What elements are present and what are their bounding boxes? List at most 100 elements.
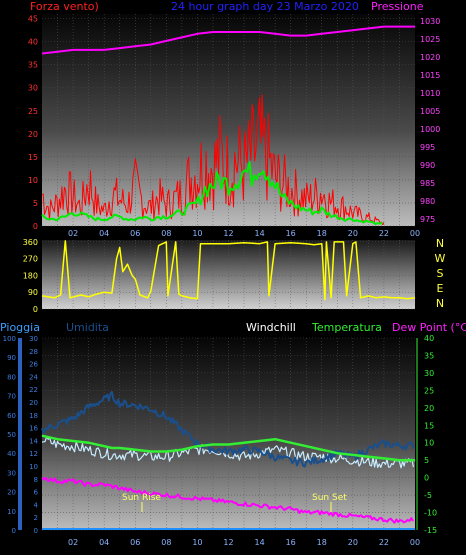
compass-label: N bbox=[436, 297, 444, 310]
humidity-axis-tick: 22 bbox=[29, 386, 38, 394]
wind-average-series bbox=[41, 161, 383, 225]
rain-axis-tick: 60 bbox=[7, 412, 16, 420]
x-tick-label: 16 bbox=[286, 229, 296, 238]
x-tick-label: 18 bbox=[317, 538, 327, 547]
x-tick-label: 08 bbox=[161, 538, 171, 547]
direction-axis-tick: 360 bbox=[23, 238, 38, 247]
rain-axis-tick: 70 bbox=[7, 393, 16, 401]
legend-umidita: Umidita bbox=[66, 321, 109, 334]
x-tick-label: 04 bbox=[99, 538, 109, 547]
rain-axis-tick: 30 bbox=[7, 469, 16, 477]
pressure-axis-tick: 975 bbox=[420, 215, 435, 224]
humidity-axis-tick: 14 bbox=[29, 437, 38, 445]
x-tick-label: 06 bbox=[130, 538, 140, 547]
x-tick-label: 10 bbox=[192, 229, 202, 238]
direction-axis-tick: 90 bbox=[28, 288, 38, 297]
temperature-axis-tick: -10 bbox=[424, 509, 437, 518]
temperature-axis-tick: 30 bbox=[424, 369, 434, 378]
pressure-series bbox=[41, 25, 415, 55]
x-tick-label: 12 bbox=[223, 538, 233, 547]
x-tick-label: 16 bbox=[286, 538, 296, 547]
rain-axis-tick: 40 bbox=[7, 450, 16, 458]
temperature-axis-tick: 20 bbox=[424, 404, 434, 413]
wind-axis-tick: 35 bbox=[28, 61, 38, 70]
x-tick-label: 18 bbox=[317, 229, 327, 238]
x-tick-label: 08 bbox=[161, 229, 171, 238]
x-tick-label: 12 bbox=[223, 229, 233, 238]
wind-gust-series bbox=[41, 94, 385, 226]
sun-set-label: Sun Set bbox=[312, 493, 347, 503]
x-tick-label: 00 bbox=[410, 538, 420, 547]
rain-axis-tick: 80 bbox=[7, 373, 16, 381]
temperature-axis-tick: 25 bbox=[424, 386, 434, 395]
pressure-axis-tick: 1015 bbox=[420, 71, 440, 80]
direction-axis-tick: 270 bbox=[23, 255, 38, 264]
humidity-axis-tick: 26 bbox=[29, 361, 38, 369]
x-tick-label: 06 bbox=[130, 229, 140, 238]
humidity-axis-tick: 2 bbox=[34, 514, 38, 522]
direction-axis-tick: 180 bbox=[23, 271, 38, 280]
wind-axis-tick: 5 bbox=[33, 199, 38, 208]
pressure-axis-tick: 995 bbox=[420, 143, 435, 152]
humidity-axis-tick: 28 bbox=[29, 348, 38, 356]
x-tick-label: 20 bbox=[348, 538, 358, 547]
temperature-axis-tick: 0 bbox=[424, 474, 429, 483]
legend-dew-point: Dew Point (°C) bbox=[392, 321, 466, 334]
humidity-axis-tick: 18 bbox=[29, 412, 38, 420]
chart-right-label: Pressione bbox=[371, 0, 424, 13]
x-tick-label: 02 bbox=[68, 538, 78, 547]
rain-axis-tick: 90 bbox=[7, 354, 16, 362]
x-tick-label: 00 bbox=[410, 229, 420, 238]
pressure-axis-tick: 990 bbox=[420, 161, 435, 170]
wind-axis-tick: 45 bbox=[28, 15, 38, 24]
pressure-axis-tick: 1000 bbox=[420, 125, 440, 134]
compass-label: E bbox=[437, 282, 444, 295]
temperature-axis-tick: 40 bbox=[424, 334, 434, 343]
legend-windchill: Windchill bbox=[246, 321, 296, 334]
rain-axis-tick: 10 bbox=[7, 508, 16, 516]
legend-pioggia: Pioggia bbox=[0, 321, 40, 334]
temperature-axis-tick: -5 bbox=[424, 491, 432, 500]
chart-title: 24 hour graph day 23 Marzo 2020 bbox=[171, 0, 359, 13]
pressure-axis-tick: 985 bbox=[420, 179, 435, 188]
wind-axis-tick: 20 bbox=[28, 130, 38, 139]
direction-axis-tick: 0 bbox=[33, 305, 38, 314]
compass-label: W bbox=[435, 252, 446, 265]
dewpoint-series bbox=[41, 477, 414, 524]
rain-axis-tick: 50 bbox=[7, 431, 16, 439]
series-layer bbox=[41, 25, 416, 530]
humidity-axis-tick: 8 bbox=[34, 476, 38, 484]
pressure-axis-tick: 1030 bbox=[420, 17, 440, 26]
x-tick-label: 22 bbox=[379, 229, 389, 238]
wind-axis-tick: 30 bbox=[28, 84, 38, 93]
x-tick-label: 20 bbox=[348, 229, 358, 238]
wind-axis-tick: 0 bbox=[33, 222, 38, 231]
humidity-axis-tick: 6 bbox=[34, 489, 39, 497]
wind-axis-tick: 40 bbox=[28, 38, 38, 47]
wind-axis-tick: 10 bbox=[28, 176, 38, 185]
compass-label: N bbox=[436, 237, 444, 250]
humidity-axis-tick: 24 bbox=[29, 373, 38, 381]
rain-axis-tick: 0 bbox=[12, 527, 16, 535]
pressure-axis-tick: 1005 bbox=[420, 107, 440, 116]
temperature-axis-tick: 15 bbox=[424, 421, 434, 430]
humidity-axis-tick: 12 bbox=[29, 450, 38, 458]
humidity-axis-tick: 30 bbox=[29, 335, 38, 343]
temperature-axis-tick: 5 bbox=[424, 456, 429, 465]
pressure-axis-tick: 1010 bbox=[420, 89, 440, 98]
wind-axis-tick: 25 bbox=[28, 107, 38, 116]
sun-rise-label: Sun Rise bbox=[122, 493, 161, 503]
humidity-axis-tick: 0 bbox=[34, 527, 38, 535]
rain-axis-tick: 20 bbox=[7, 489, 16, 497]
temperature-series bbox=[41, 434, 415, 462]
x-tick-label: 14 bbox=[254, 538, 264, 547]
temperature-axis-tick: 35 bbox=[424, 351, 434, 360]
x-tick-label: 02 bbox=[68, 229, 78, 238]
compass-label: S bbox=[437, 267, 444, 280]
wind-axis-tick: 15 bbox=[28, 153, 38, 162]
humidity-axis-tick: 10 bbox=[29, 463, 38, 471]
humidity-axis-tick: 16 bbox=[29, 425, 38, 433]
x-tick-label: 04 bbox=[99, 229, 109, 238]
pressure-axis-tick: 980 bbox=[420, 197, 435, 206]
humidity-axis-tick: 4 bbox=[34, 501, 39, 509]
